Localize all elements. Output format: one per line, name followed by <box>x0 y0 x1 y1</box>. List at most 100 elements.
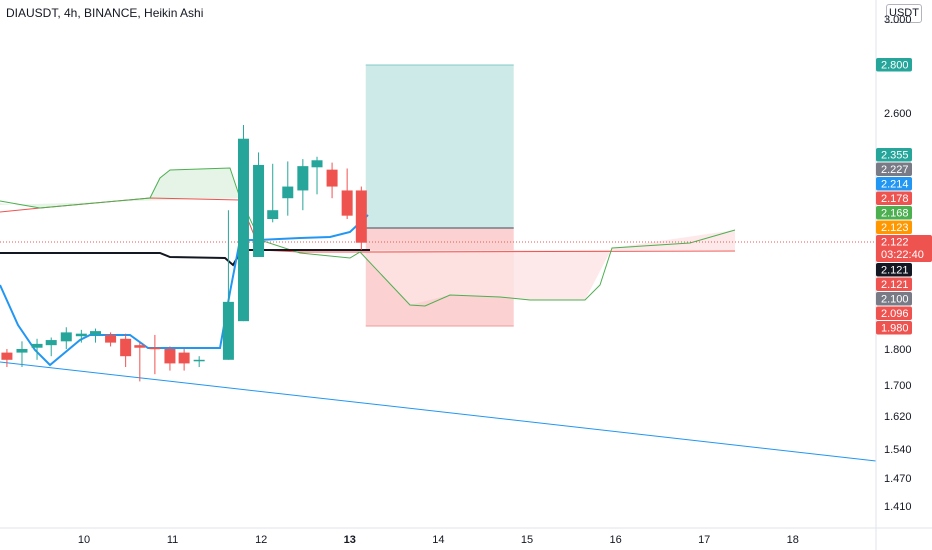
candle <box>105 332 117 347</box>
candle <box>60 327 72 349</box>
candle <box>134 342 146 382</box>
candle <box>311 156 323 195</box>
candle-body <box>31 343 43 348</box>
candle-body <box>341 190 353 216</box>
price-badges: 2.8002.3552.2272.2142.1782.1682.1232.122… <box>876 58 932 335</box>
candle <box>149 334 161 375</box>
price-badge-box <box>876 235 932 262</box>
price-badge: 2.168 <box>876 206 912 220</box>
price-badge-label: 2.121 <box>881 265 909 277</box>
price-badge-label: 2.800 <box>881 60 909 72</box>
candle <box>16 341 28 367</box>
x-tick-label: 12 <box>255 534 267 546</box>
moving-average-line <box>0 214 369 367</box>
y-tick-label: 2.600 <box>884 108 912 120</box>
chart-title: DIAUSDT, 4h, BINANCE, Heikin Ashi <box>6 6 204 20</box>
y-tick-label: 1.620 <box>884 411 912 423</box>
candle-body <box>60 332 72 342</box>
candle-body <box>75 333 87 337</box>
candle <box>253 152 265 257</box>
price-badge: 2.800 <box>876 58 912 72</box>
candle-body <box>120 338 132 357</box>
price-badge-box <box>876 162 912 176</box>
candle-body <box>164 349 176 364</box>
candle <box>282 161 294 216</box>
candle <box>1 349 13 367</box>
price-badge-box <box>876 191 912 205</box>
candle-body <box>105 334 117 343</box>
x-tick-label: 17 <box>698 534 710 546</box>
y-tick-label: 1.800 <box>884 344 912 356</box>
candle-body <box>45 340 57 346</box>
y-tick-label: 3.000 <box>884 14 912 26</box>
price-badge-box <box>876 306 912 320</box>
price-badge-label: 2.355 <box>881 150 909 162</box>
x-tick-label: 16 <box>609 534 621 546</box>
cloud-fill-left <box>0 168 240 208</box>
x-tick-label: 13 <box>344 534 356 546</box>
y-tick-label: 1.410 <box>884 501 912 513</box>
candle-body <box>16 349 28 353</box>
price-badge-box <box>876 277 912 291</box>
candle <box>341 168 353 219</box>
y-tick-label: 1.700 <box>884 380 912 392</box>
price-badge: 2.227 <box>876 162 912 176</box>
price-badge-box <box>876 148 912 162</box>
price-badge-label: 2.214 <box>881 179 909 191</box>
price-badge-countdown: 03:22:40 <box>881 249 924 261</box>
candle <box>237 125 249 322</box>
candle <box>90 328 102 343</box>
price-badge: 2.355 <box>876 148 912 162</box>
currency-selector[interactable]: USDT <box>886 4 922 23</box>
price-badge-box <box>876 220 912 234</box>
ichimoku-cloud <box>0 167 736 307</box>
candle <box>164 346 176 371</box>
price-badge-label: 2.122 <box>881 237 909 249</box>
candle-body <box>134 345 146 348</box>
candle <box>31 338 43 360</box>
x-tick-label: 15 <box>521 534 533 546</box>
price-badge: 2.214 <box>876 177 912 191</box>
price-badge: 2.121 <box>876 277 912 291</box>
x-tick-label: 14 <box>432 534 444 546</box>
price-badge-box <box>876 292 912 306</box>
candle-body <box>1 352 13 360</box>
target-zone <box>365 65 514 228</box>
x-tick-label: 18 <box>787 534 799 546</box>
price-badge-label: 1.980 <box>881 323 909 335</box>
trendline <box>0 361 877 462</box>
candle-body <box>326 169 338 187</box>
candle <box>45 337 57 357</box>
price-badge-box <box>876 177 912 191</box>
price-badge: 2.100 <box>876 292 912 306</box>
price-badge: 1.980 <box>876 321 912 335</box>
price-badge-label: 2.178 <box>881 193 909 205</box>
candle <box>75 329 87 343</box>
x-tick-label: 10 <box>78 534 90 546</box>
candle-body <box>311 160 323 168</box>
candle-body <box>178 352 190 364</box>
price-badge-label: 2.096 <box>881 308 909 320</box>
price-badge-label: 2.168 <box>881 208 909 220</box>
candle <box>326 162 338 199</box>
price-badge-box <box>876 321 912 335</box>
x-tick-label: 11 <box>167 534 178 546</box>
price-badge: 2.121 <box>876 263 912 277</box>
price-badge-label: 2.123 <box>881 222 909 234</box>
candle <box>267 163 279 223</box>
cloud-fill-right <box>360 230 735 305</box>
candle-body <box>193 359 205 362</box>
candle-body <box>149 347 161 350</box>
price-badge-box <box>876 263 912 277</box>
y-tick-label: 1.470 <box>884 473 912 485</box>
candle <box>222 210 234 360</box>
price-badge-box <box>876 58 912 72</box>
candle-body <box>267 210 279 219</box>
candle <box>193 356 205 367</box>
price-badge-box <box>876 206 912 220</box>
candle <box>355 186 367 250</box>
candle-body <box>355 190 367 243</box>
